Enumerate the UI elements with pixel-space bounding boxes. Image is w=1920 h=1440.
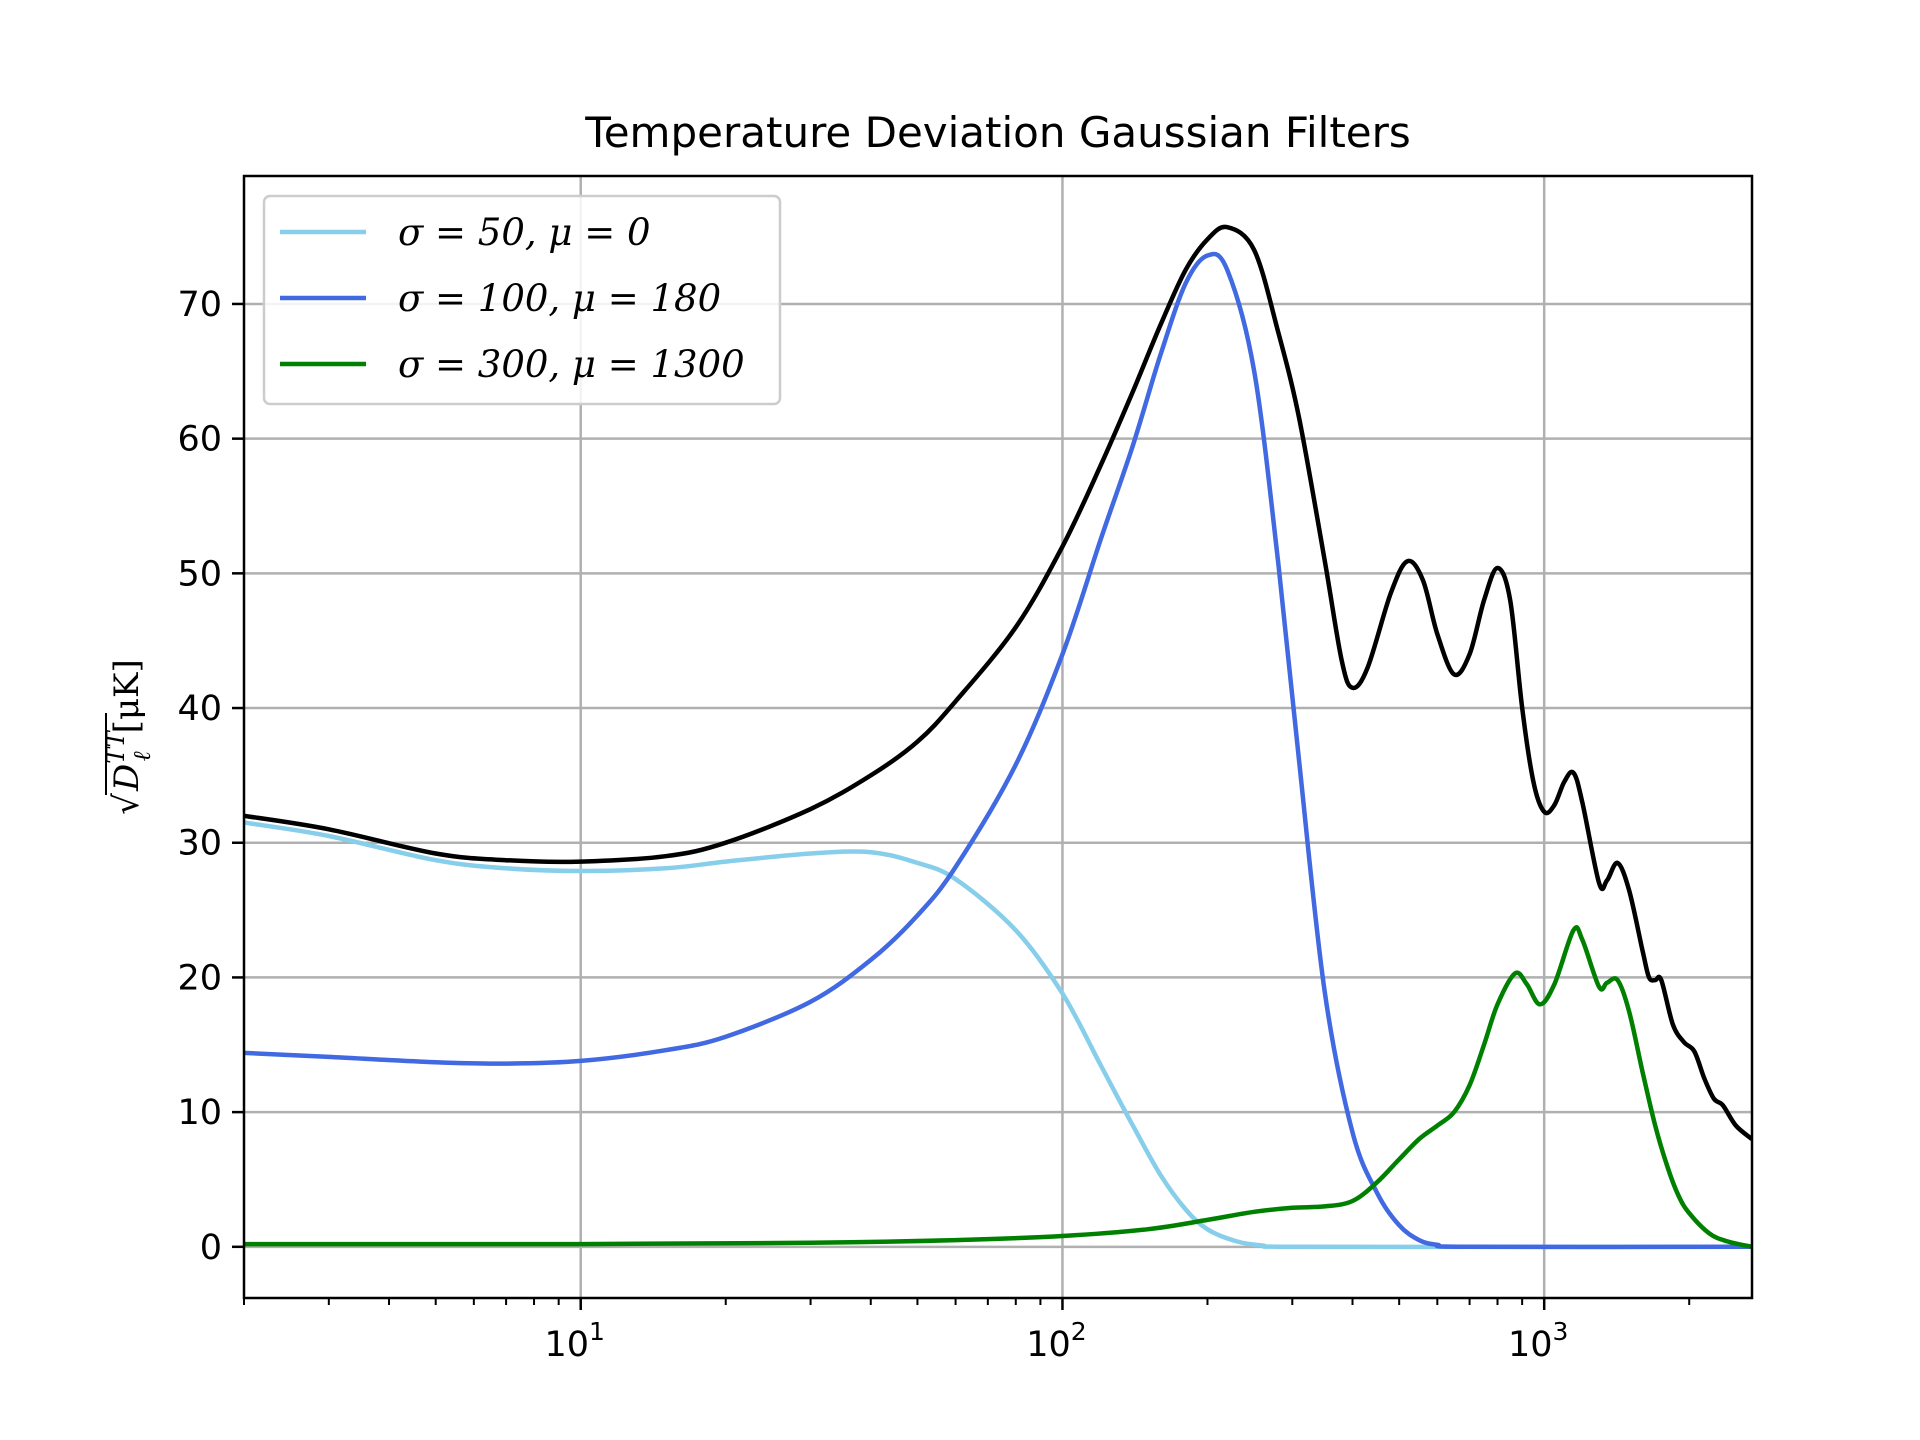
legend-label: σ = 50, μ = 0 (398, 211, 651, 254)
y-tick-label: 50 (177, 554, 222, 594)
legend: σ = 50, μ = 0 σ = 100, μ = 180 σ = 300, μ … (262, 194, 782, 406)
grid (244, 176, 1752, 1298)
y-axis: 0 10 20 30 40 50 60 70 (177, 285, 244, 1268)
x-tick-exponent: 3 (1553, 1317, 1569, 1346)
legend-label: σ = 100, μ = 180 (398, 277, 721, 320)
series-lines (244, 224, 1752, 1250)
y-tick-label: 10 (177, 1093, 222, 1133)
y-tick-label: 30 (177, 824, 222, 864)
series-line-4 (244, 224, 1752, 1141)
x-tick-label: 101 (544, 1317, 604, 1365)
y-tick-label: 60 (177, 420, 222, 460)
x-tick-label: 102 (1026, 1317, 1086, 1365)
x-tick-exponent: 1 (589, 1317, 605, 1346)
x-tick-exponent: 2 (1071, 1317, 1087, 1346)
x-axis: 101 102 103 (243, 1298, 1691, 1365)
y-axis-label: √DTTℓ[μK] (102, 659, 156, 814)
chart-title: Temperature Deviation Gaussian Filters (584, 108, 1411, 157)
series-line-2 (244, 251, 1752, 1250)
series-line-3 (244, 925, 1752, 1250)
legend-box (262, 194, 782, 406)
y-tick-label: 40 (177, 689, 222, 729)
svg-text:√DTTℓ[μK]: √DTTℓ[μK] (102, 659, 156, 814)
legend-label: σ = 300, μ = 1300 (398, 343, 745, 386)
y-tick-label: 20 (177, 958, 222, 998)
y-tick-label: 70 (177, 285, 222, 325)
plot-frame (242, 174, 1754, 1300)
x-tick-label: 103 (1508, 1317, 1568, 1365)
series-line-1 (244, 820, 1752, 1250)
y-tick-label: 0 (200, 1228, 222, 1268)
